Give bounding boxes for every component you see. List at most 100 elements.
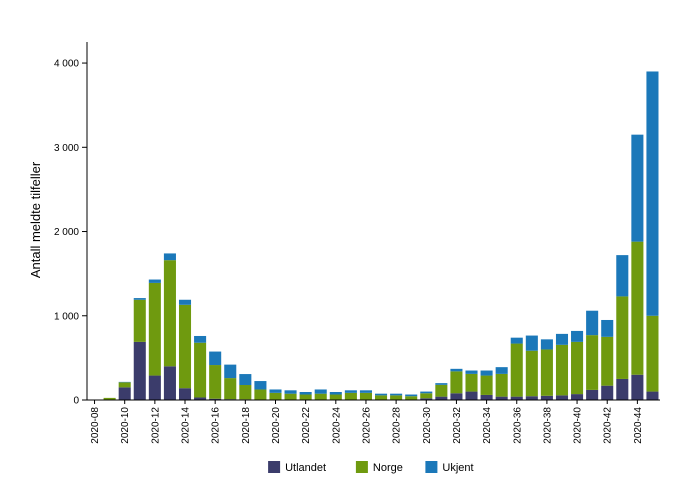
bar-segment-norge-2020-44	[631, 241, 644, 375]
legend-label-ukjent: Ukjent	[442, 462, 473, 474]
bar-segment-utlandet-2020-37	[525, 396, 538, 400]
bar-segment-norge-2020-29	[405, 396, 418, 400]
y-tick-label: 3 000	[54, 143, 79, 154]
bar-segment-ukjent-2020-32	[450, 368, 463, 372]
bar-segment-norge-2020-09	[103, 397, 116, 400]
bar-segment-ukjent-2020-44	[631, 134, 644, 242]
bar-segment-utlandet-2020-12	[148, 375, 161, 400]
bar-segment-ukjent-2020-13	[163, 253, 176, 261]
bar-segment-norge-2020-40	[571, 341, 584, 395]
bar-segment-norge-2020-26	[359, 392, 372, 400]
bar-segment-utlandet-2020-42	[601, 385, 614, 400]
bar-segment-norge-2020-16	[209, 365, 222, 399]
bar-segment-utlandet-2020-32	[450, 393, 463, 400]
bar-segment-norge-2020-24	[329, 394, 342, 400]
bar-segment-ukjent-2020-36	[510, 337, 523, 344]
bar-segment-utlandet-2020-44	[631, 374, 644, 400]
legend-label-norge: Norge	[373, 462, 403, 474]
y-tick-label: 2 000	[54, 227, 79, 238]
y-tick-label: 0	[73, 396, 79, 407]
bar-segment-norge-2020-22	[299, 394, 312, 400]
bar-segment-ukjent-2020-38	[540, 339, 553, 350]
bar-segment-norge-2020-42	[601, 336, 614, 386]
bar-segment-ukjent-2020-19	[254, 381, 267, 390]
x-tick-label: 2020-30	[422, 407, 433, 444]
bar-segment-norge-2020-38	[540, 349, 553, 396]
bar-segment-utlandet-2020-35	[495, 396, 508, 400]
bar-segment-norge-2020-19	[254, 389, 267, 400]
x-tick-label: 2020-32	[452, 407, 463, 444]
bar-segment-norge-2020-27	[375, 395, 388, 400]
bar-segment-utlandet-2020-33	[465, 391, 478, 400]
bar-segment-ukjent-2020-11	[133, 298, 146, 300]
x-tick-label: 2020-28	[392, 407, 403, 444]
bar-segment-norge-2020-28	[390, 395, 403, 400]
bar-segment-utlandet-2020-13	[163, 366, 176, 400]
bar-segment-ukjent-2020-31	[435, 383, 448, 385]
bar-segment-ukjent-2020-22	[299, 392, 312, 395]
bar-segment-ukjent-2020-16	[209, 351, 222, 366]
bar-segment-norge-2020-15	[194, 342, 207, 398]
bar-segment-utlandet-2020-41	[586, 389, 599, 400]
x-tick-label: 2020-24	[331, 407, 342, 444]
bar-segment-ukjent-2020-43	[616, 255, 629, 297]
legend: Utlandet Norge Ukjent	[268, 461, 474, 474]
x-axis: 2020-08 2020-10 2020-12 2020-14 2020-16 2020-…	[87, 399, 660, 444]
bar-segment-norge-2020-12	[148, 282, 161, 376]
bar-segment-ukjent-2020-39	[555, 333, 569, 345]
bar-segment-ukjent-2020-35	[495, 367, 508, 374]
x-tick-label: 2020-08	[90, 407, 101, 444]
bar-segment-utlandet-2020-11	[133, 341, 146, 400]
bar-segment-ukjent-2020-29	[405, 394, 418, 397]
bar-segment-norge-2020-11	[133, 299, 146, 342]
bar-segment-norge-2020-33	[465, 373, 478, 392]
bar-segment-ukjent-2020-18	[239, 374, 252, 386]
bar-segment-ukjent-2020-12	[148, 279, 161, 283]
x-tick-label: 2020-12	[150, 407, 161, 444]
bar-segment-ukjent-2020-26	[359, 390, 372, 393]
bar-segment-utlandet-2020-45	[646, 391, 659, 400]
bar-segment-ukjent-2020-42	[601, 319, 614, 337]
bar-segment-utlandet-2020-14	[178, 388, 192, 400]
bar-segment-norge-2020-43	[616, 296, 629, 379]
bar-segment-utlandet-2020-30	[420, 398, 433, 400]
bar-segment-utlandet-2020-40	[571, 394, 584, 400]
bar-segment-ukjent-2020-40	[571, 330, 584, 342]
bar-segment-ukjent-2020-34	[480, 370, 493, 376]
bar-segment-ukjent-2020-37	[525, 335, 538, 351]
legend-label-utlandet: Utlandet	[285, 462, 326, 474]
legend-swatch-utlandet	[268, 461, 281, 473]
bar-segment-norge-2020-32	[450, 371, 463, 394]
bar-segment-utlandet-2020-36	[510, 396, 523, 400]
bar-segment-utlandet-2020-15	[194, 397, 207, 400]
x-tick-label: 2020-44	[633, 407, 644, 444]
bar-segment-norge-2020-30	[420, 393, 433, 399]
bar-segment-norge-2020-13	[163, 260, 176, 367]
bar-segment-norge-2020-34	[480, 375, 493, 395]
bar-segment-ukjent-2020-23	[314, 389, 327, 394]
bar-segment-ukjent-2020-15	[194, 335, 207, 343]
bar-segment-ukjent-2020-45	[646, 71, 659, 316]
y-tick-label: 1 000	[54, 311, 79, 322]
bars-group	[88, 71, 659, 400]
y-axis: 0 1 000 2 000 3 000 4 000	[54, 42, 88, 407]
bar-segment-ukjent-2020-30	[420, 391, 433, 394]
bar-segment-norge-2020-25	[344, 392, 357, 400]
bar-segment-norge-2020-36	[510, 343, 523, 397]
bar-segment-utlandet-2020-43	[616, 378, 629, 400]
bar-segment-norge-2020-17	[224, 378, 237, 400]
bar-segment-norge-2020-39	[555, 344, 569, 396]
bar-segment-norge-2020-31	[435, 384, 448, 397]
bar-segment-utlandet-2020-16	[209, 398, 222, 400]
bar-segment-utlandet-2020-38	[540, 395, 553, 400]
x-tick-label: 2020-22	[301, 407, 312, 444]
bar-segment-norge-2020-18	[239, 385, 252, 400]
legend-swatch-norge	[355, 461, 368, 473]
bar-segment-norge-2020-45	[646, 315, 659, 392]
bar-segment-norge-2020-14	[178, 304, 192, 389]
bar-segment-ukjent-2020-25	[344, 390, 357, 393]
x-tick-label: 2020-14	[181, 407, 192, 444]
bar-segment-norge-2020-21	[284, 393, 297, 400]
bar-segment-utlandet-2020-34	[480, 394, 493, 400]
